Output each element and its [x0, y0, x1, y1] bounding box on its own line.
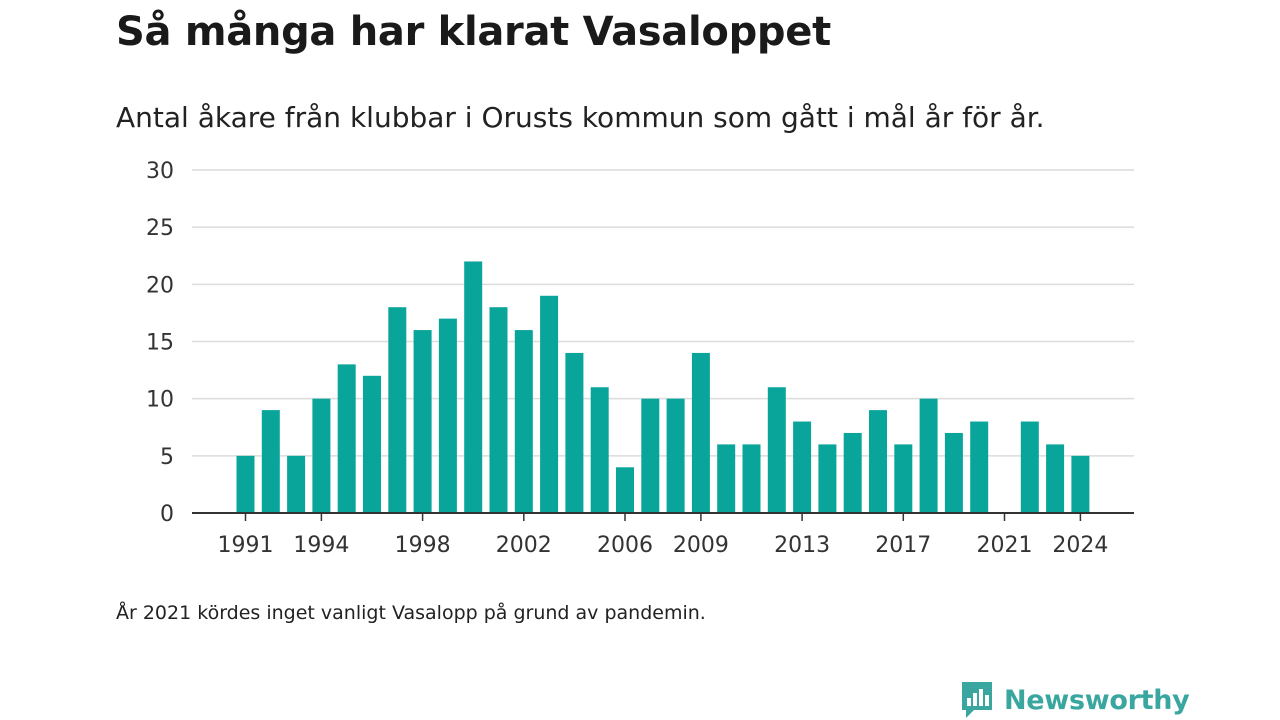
x-tick-label: 1994: [293, 533, 349, 558]
bar-2004: [565, 352, 584, 513]
bar-chart: 0 5 10 15 20 25 30 1991 1994 1998 2002 2006 2009 2013…: [146, 159, 1134, 558]
bar-2008: [666, 398, 685, 513]
y-tick-label: 20: [146, 273, 174, 298]
bar-2023: [1046, 444, 1065, 513]
gridlines: [192, 169, 1134, 457]
brand-logo: Newsworthy: [960, 680, 1190, 720]
x-tick-label: 2013: [774, 533, 830, 558]
x-tick-label: 1998: [395, 533, 451, 558]
x-tick-label: 2009: [673, 533, 729, 558]
y-tick-label: 0: [160, 502, 174, 527]
x-tick-label: 2021: [977, 533, 1033, 558]
y-tick-label: 25: [146, 216, 174, 241]
bar-2022: [1020, 421, 1039, 513]
bar-2009: [691, 352, 710, 513]
footnote: År 2021 kördes inget vanligt Vasalopp på…: [116, 602, 706, 624]
bar-2006: [616, 467, 634, 513]
brand-name: Newsworthy: [1004, 684, 1190, 716]
chart-subtitle: Antal åkare från klubbar i Orusts kommun…: [116, 101, 1045, 134]
bar-1999: [438, 318, 457, 513]
axes: 0 5 10 15 20 25 30 1991 1994 1998 2002 2006 2009 2013…: [146, 159, 1134, 558]
bar-2000: [464, 261, 483, 513]
bar-2013: [793, 421, 812, 513]
bar-2018: [919, 398, 938, 513]
chart-title: Så många har klarat Vasaloppet: [116, 9, 831, 55]
bar-1997: [388, 307, 407, 513]
y-tick-label: 15: [146, 331, 174, 356]
bar-2024: [1071, 455, 1090, 513]
x-tick-label: 2017: [875, 533, 931, 558]
bar-2016: [869, 410, 887, 513]
newsworthy-logo-icon: [962, 682, 992, 718]
bar-2020: [970, 421, 989, 513]
bar-1991: [236, 455, 255, 513]
y-tick-label: 5: [160, 445, 174, 470]
bar-2011: [742, 444, 761, 513]
bars: [236, 261, 1090, 513]
bar-2003: [540, 295, 559, 513]
x-tick-label: 2024: [1052, 533, 1108, 558]
bar-2002: [514, 330, 533, 513]
y-tick-label: 10: [146, 388, 174, 413]
bar-2014: [818, 444, 837, 513]
bar-2019: [944, 432, 963, 513]
bar-2017: [894, 444, 913, 513]
bar-2010: [717, 444, 736, 513]
x-tick-label: 2002: [496, 533, 552, 558]
bar-2012: [767, 387, 786, 513]
bar-2007: [641, 398, 660, 513]
bar-1995: [337, 364, 356, 513]
x-tick-label: 2006: [597, 533, 653, 558]
bar-1998: [413, 330, 432, 513]
bar-1996: [363, 375, 381, 513]
bar-1994: [312, 398, 331, 513]
x-tick-label: 1991: [218, 533, 274, 558]
bar-1992: [261, 410, 280, 513]
bar-1993: [287, 455, 306, 513]
bar-2001: [489, 307, 508, 513]
bar-2005: [590, 387, 609, 513]
y-tick-label: 30: [146, 159, 174, 184]
bar-2015: [843, 432, 862, 513]
